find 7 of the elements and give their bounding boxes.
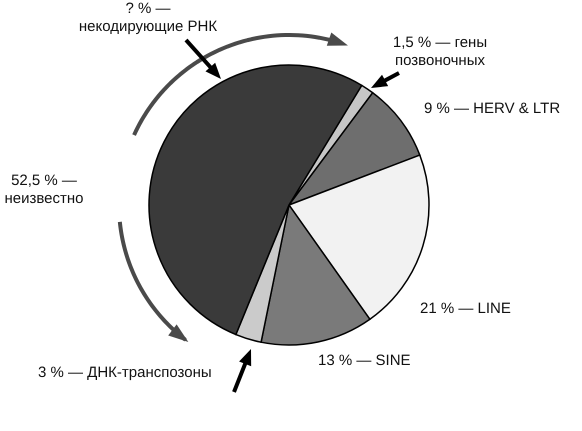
text: ? % — некодирующие РНК [78,0,218,36]
slice-label: 13 % — SINE [318,352,411,370]
slice-label: 3 % — ДНК-транспозоны [38,364,212,382]
slice-label: 21 % — LINE [420,300,511,318]
slice-label: 9 % — HERV & LTR [424,100,560,118]
slice-label: 1,5 % — гены позвоночных [392,34,488,70]
slice-label: 52,5 % — неизвестно [4,172,84,208]
